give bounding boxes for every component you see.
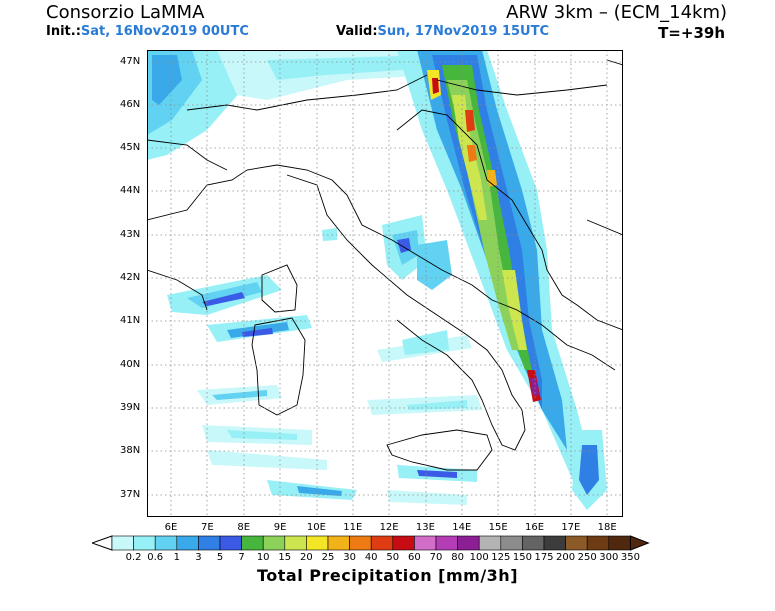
- lon-tick-label: 15E: [488, 522, 508, 533]
- valid-time: Valid:Sun, 17Nov2019 15UTC: [336, 24, 549, 39]
- map-frame: [147, 50, 623, 517]
- colorbar-swatch: [111, 535, 134, 551]
- colorbar-tick-label: 15: [278, 552, 292, 563]
- colorbar-swatch: [435, 535, 458, 551]
- colorbar-swatch: [543, 535, 566, 551]
- lon-tick-label: 16E: [524, 522, 545, 533]
- colorbar-tick-label: 350: [620, 552, 640, 563]
- lon-tick-label: 13E: [415, 522, 435, 533]
- lat-tick-label: 42N: [120, 272, 141, 283]
- lat-tick-label: 43N: [120, 229, 141, 240]
- colorbar-swatch: [327, 535, 350, 551]
- colorbar-tick-label: 125: [491, 552, 511, 563]
- graticule: [147, 50, 623, 517]
- colorbar-tick-label: 50: [386, 552, 400, 563]
- lat-tick-label: 41N: [120, 315, 141, 326]
- coastlines: [147, 59, 623, 471]
- init-value: Sat, 16Nov2019 00UTC: [80, 24, 249, 39]
- colorbar-over-arrow: [629, 535, 650, 551]
- colorbar-swatch: [457, 535, 480, 551]
- colorbar-title: Total Precipitation [mm/3h]: [256, 566, 519, 585]
- precipitation-field: [147, 50, 607, 510]
- init-time: Init.:Sat, 16Nov2019 00UTC: [46, 24, 249, 39]
- colorbar-swatch: [370, 535, 394, 551]
- lat-tick-label: 40N: [120, 359, 141, 370]
- colorbar-tick-label: 10: [256, 552, 270, 563]
- colorbar-swatch: [500, 535, 523, 551]
- lon-tick-label: 14E: [452, 522, 472, 533]
- colorbar-tick-label: 20: [300, 552, 313, 563]
- colorbar-swatch: [522, 535, 545, 551]
- colorbar-tick-label: 7: [238, 552, 245, 563]
- colorbar-tick-label: 80: [451, 552, 464, 563]
- lon-tick-label: 18E: [597, 522, 617, 533]
- colorbar-tick-label: 175: [534, 552, 554, 563]
- colorbar-tick-label: 1: [173, 552, 180, 563]
- colorbar-tick-label: 250: [577, 552, 597, 563]
- lon-tick-label: 8E: [237, 522, 251, 533]
- lat-tick-label: 47N: [120, 56, 141, 67]
- organization-title: Consorzio LaMMA: [46, 2, 205, 23]
- lat-tick-label: 37N: [120, 489, 141, 500]
- lon-tick-label: 6E: [164, 522, 178, 533]
- colorbar-tick-label: 0.2: [125, 552, 142, 563]
- lat-tick-label: 46N: [120, 99, 141, 110]
- lon-tick-label: 11E: [343, 522, 363, 533]
- lon-tick-label: 7E: [201, 522, 214, 533]
- colorbar-tick-label: 40: [364, 552, 378, 563]
- colorbar-tick-label: 5: [216, 552, 224, 563]
- colorbar-under-arrow: [92, 535, 113, 551]
- colorbar-swatch: [133, 535, 156, 551]
- lon-tick-label: 9E: [273, 522, 287, 533]
- colorbar-tick-label: 150: [512, 552, 532, 563]
- colorbar-swatch: [306, 535, 329, 551]
- colorbar-swatch: [241, 535, 264, 551]
- forecast-timestep: T=+39h: [658, 24, 725, 42]
- colorbar-tick-label: 60: [408, 552, 421, 563]
- colorbar-swatch: [392, 535, 415, 551]
- lat-tick-label: 44N: [120, 185, 141, 196]
- lon-tick-label: 17E: [561, 522, 581, 533]
- lon-tick-label: 12E: [379, 522, 399, 533]
- colorbar-tick-label: 200: [556, 552, 576, 563]
- init-label: Init.:: [46, 24, 81, 39]
- colorbar-swatch: [198, 535, 221, 551]
- colorbar-tick-label: 25: [321, 552, 335, 563]
- colorbar-tick-label: 0.6: [147, 552, 164, 563]
- colorbar-swatch: [414, 535, 437, 551]
- colorbar-tick-label: 70: [429, 552, 443, 563]
- colorbar-tick-label: 300: [599, 552, 619, 563]
- colorbar: [92, 535, 650, 551]
- model-title: ARW 3km – (ECM_14km): [506, 2, 727, 23]
- valid-label: Valid:: [336, 24, 378, 39]
- colorbar-tick-label: 30: [343, 552, 356, 563]
- colorbar-swatch: [478, 535, 502, 551]
- colorbar-swatch: [219, 535, 242, 551]
- lat-tick-label: 38N: [120, 445, 141, 456]
- colorbar-swatch: [608, 535, 631, 551]
- colorbar-swatch: [262, 535, 286, 551]
- colorbar-swatch: [565, 535, 588, 551]
- colorbar-swatch: [176, 535, 199, 551]
- lon-tick-label: 10E: [306, 522, 326, 533]
- colorbar-swatch: [284, 535, 307, 551]
- colorbar-tick-label: 3: [195, 552, 202, 563]
- colorbar-tick-label: 100: [469, 552, 489, 563]
- lat-tick-label: 39N: [120, 402, 141, 413]
- precipitation-map: [147, 50, 623, 517]
- valid-value: Sun, 17Nov2019 15UTC: [377, 24, 550, 39]
- colorbar-swatch: [349, 535, 372, 551]
- colorbar-swatch: [586, 535, 610, 551]
- colorbar-swatch: [154, 535, 178, 551]
- lat-tick-label: 45N: [120, 142, 141, 153]
